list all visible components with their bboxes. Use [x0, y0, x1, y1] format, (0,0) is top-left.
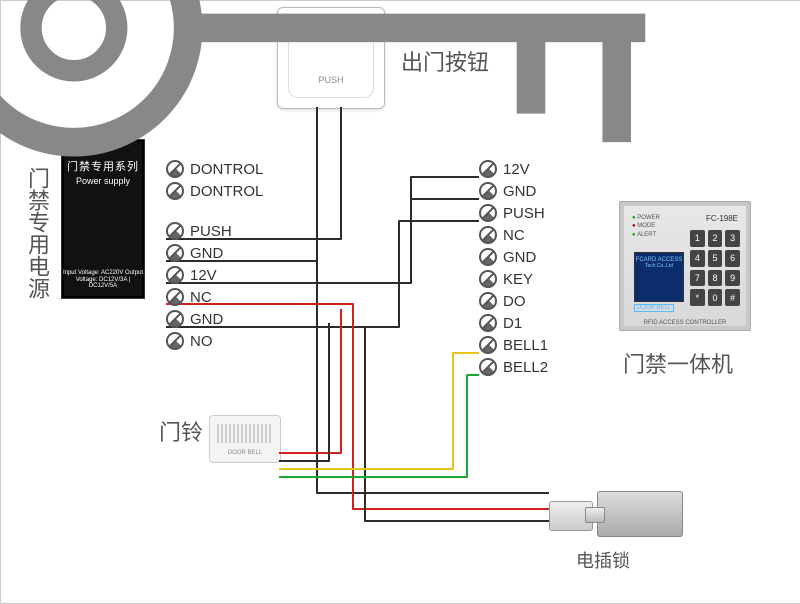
terminal-right-12v: 12V	[479, 160, 530, 178]
terminal-right-bell2: BELL2	[479, 358, 548, 376]
keypad-keys: 123 456 789 *0#	[690, 230, 740, 306]
terminal-left-dontrol: DONTROL	[166, 182, 263, 200]
terminal-left-no: NO	[166, 332, 213, 350]
wire	[279, 323, 329, 461]
keypad-footer: RFID ACCESS CONTROLLER	[620, 320, 750, 326]
doorbell-grill	[217, 424, 273, 442]
power-supply-title: 门禁专用电源	[21, 167, 53, 299]
psu-line2: Power supply	[62, 176, 144, 186]
exit-push: PUSH	[289, 75, 373, 85]
doorbell-label: 门铃	[159, 415, 203, 447]
lock-device	[549, 491, 689, 539]
doorbell-device: DOOR BELL	[209, 415, 281, 463]
keypad-screen-sub: Tech.Co.,Ltd	[635, 263, 683, 269]
terminal-right-key: KEY	[479, 270, 533, 288]
psu-line1: 门禁专用系列	[62, 158, 144, 174]
keypad-label: 门禁一体机	[623, 347, 733, 379]
keypad-screen: FCARD ACCESS Tech.Co.,Ltd	[634, 252, 684, 302]
terminal-left-push: PUSH	[166, 222, 232, 240]
wire	[365, 327, 549, 521]
keypad-model: FC-198E	[706, 214, 738, 223]
exit-button-device: FCARD PUSH	[277, 7, 385, 109]
keypad-leds: POWER MODE ALERT	[632, 214, 660, 239]
exit-brand: FCARD	[289, 33, 373, 43]
terminal-right-gnd: GND	[479, 248, 536, 266]
psu-footer: Input Voltage: AC220V Output Voltage: DC…	[62, 270, 144, 290]
terminal-right-nc: NC	[479, 226, 525, 244]
terminal-right-gnd: GND	[479, 182, 536, 200]
wire	[279, 309, 341, 453]
wire	[279, 353, 479, 469]
keypad-doorbell-btn: DOOR BELL	[634, 304, 674, 312]
terminal-left-12v: 12V	[166, 266, 217, 284]
terminal-right-push: PUSH	[479, 204, 545, 222]
doorbell-tag: DOOR BELL	[210, 450, 280, 456]
wire	[166, 304, 549, 509]
terminal-left-gnd: GND	[166, 310, 223, 328]
lock-label: 电插锁	[576, 547, 630, 573]
terminal-left-gnd: GND	[166, 244, 223, 262]
terminal-right-d1: D1	[479, 314, 522, 332]
exit-button-label: 出门按钮	[401, 45, 489, 77]
terminal-right-do: DO	[479, 292, 526, 310]
terminal-left-dontrol: DONTROL	[166, 160, 263, 178]
power-supply-device: 门禁专用系列 Power supply Input Voltage: AC220…	[61, 139, 145, 299]
wire	[279, 375, 479, 477]
terminal-left-nc: NC	[166, 288, 212, 306]
terminal-right-bell1: BELL1	[479, 336, 548, 354]
keypad-device: POWER MODE ALERT FC-198E FCARD ACCESS Te…	[619, 201, 751, 331]
